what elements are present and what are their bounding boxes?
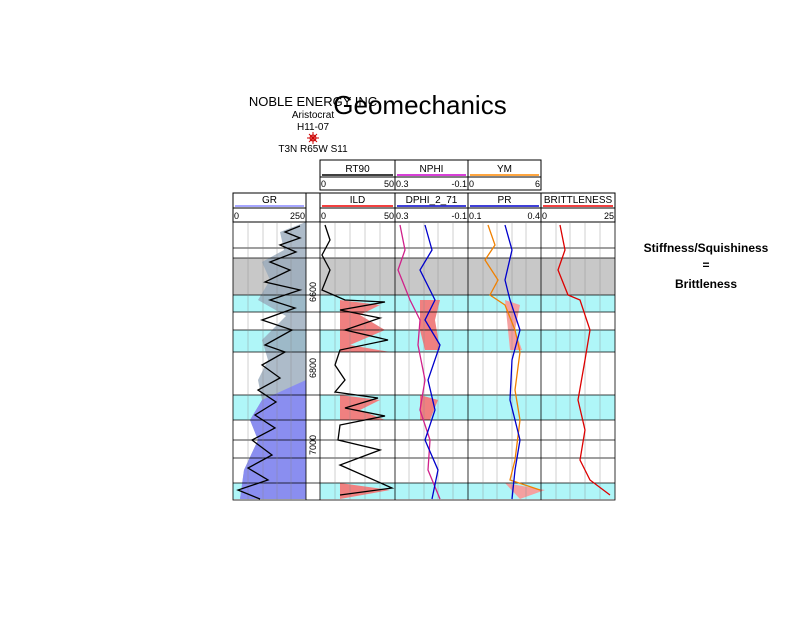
header-lines (235, 174, 613, 207)
track-name: RT90 (345, 164, 370, 175)
track-max: -0.1 (451, 211, 467, 221)
depth-label: 7000 (308, 435, 318, 455)
note-line: = (702, 258, 709, 272)
company: NOBLE ENERGY INC (249, 94, 377, 109)
track-max: 25 (604, 211, 614, 221)
track-min: 0.3 (396, 211, 409, 221)
track-name: YM (497, 164, 512, 175)
slide-title: Geomechanics (333, 90, 506, 120)
track-min: 0 (321, 179, 326, 189)
track-name: GR (262, 195, 277, 206)
track-max: 250 (290, 211, 305, 221)
location: T3N R65W S11 (278, 144, 348, 155)
track-min: 0.1 (469, 211, 482, 221)
well-symbol (307, 132, 319, 144)
track-max: 0.4 (527, 211, 540, 221)
note-line: Brittleness (675, 277, 737, 291)
track-max: 50 (384, 179, 394, 189)
log-body (232, 221, 616, 501)
well: H11-07 (297, 122, 329, 133)
track-min: 0 (542, 211, 547, 221)
track-min: 0 (321, 211, 326, 221)
depth-label: 6600 (308, 282, 318, 302)
track-min: 0 (469, 179, 474, 189)
track-name: PR (498, 195, 512, 206)
track-min: 0 (234, 211, 239, 221)
track-name: DPHI_2_71 (406, 195, 458, 206)
track-name: BRITTLENESS (544, 195, 613, 206)
track-name: NPHI (420, 164, 444, 175)
lease: Aristocrat (292, 110, 334, 121)
track-name: ILD (350, 195, 366, 206)
note-line: Stiffness/Squishiness (644, 241, 769, 255)
depth-label: 6800 (308, 358, 318, 378)
track-max: -0.1 (451, 179, 467, 189)
track-max: 6 (535, 179, 540, 189)
track-min: 0.3 (396, 179, 409, 189)
track-max: 50 (384, 211, 394, 221)
